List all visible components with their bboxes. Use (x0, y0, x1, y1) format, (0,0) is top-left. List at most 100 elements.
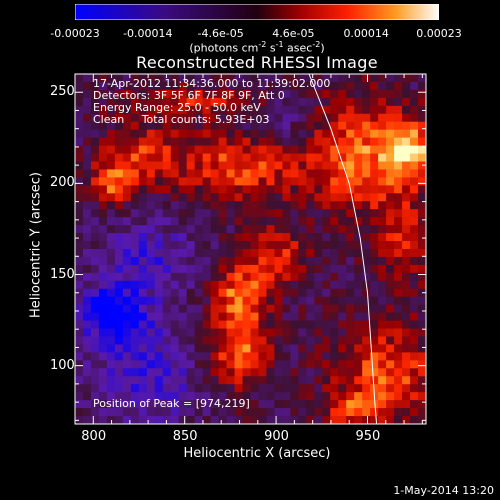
heatmap-cell (178, 280, 188, 290)
heatmap-cell (138, 296, 148, 306)
heatmap-cell (386, 185, 395, 194)
heatmap-cell (122, 217, 132, 226)
heatmap-cell (338, 169, 347, 178)
heatmap-cell (410, 272, 419, 282)
heatmap-cell (418, 312, 427, 322)
heatmap-cell (322, 153, 331, 162)
heatmap-cell (258, 81, 267, 91)
heatmap-cell (306, 169, 315, 178)
heatmap-cell (346, 288, 355, 298)
heatmap-cell (250, 233, 259, 242)
heatmap-cell (234, 209, 244, 218)
heatmap-cell (122, 169, 132, 178)
heatmap-cell (346, 81, 355, 91)
heatmap-cell (250, 304, 259, 314)
heatmap-cell (75, 241, 84, 250)
heatmap-cell (122, 296, 132, 306)
heatmap-cell (362, 296, 371, 306)
heatmap-cell (114, 121, 124, 131)
heatmap-cell (418, 320, 427, 330)
heatmap-cell (306, 280, 315, 290)
heatmap-cell (362, 185, 371, 194)
heatmap-cell (362, 416, 371, 425)
x-tick-label: 950 (355, 429, 381, 444)
heatmap-cell (114, 249, 124, 258)
heatmap-cell (418, 89, 427, 99)
heatmap-cell (362, 320, 371, 330)
heatmap-cell (226, 129, 236, 139)
heatmap-cell (114, 177, 124, 186)
heatmap-cell (290, 169, 299, 178)
heatmap-cell (274, 201, 283, 210)
heatmap-cell (378, 209, 387, 218)
heatmap-cell (266, 121, 275, 131)
heatmap-cell (346, 121, 355, 131)
heatmap-cell (178, 81, 188, 91)
heatmap-cell (274, 376, 283, 385)
heatmap-cell (314, 336, 323, 345)
heatmap-cell (386, 288, 395, 298)
heatmap-cell (162, 161, 172, 170)
heatmap-cell (354, 296, 363, 306)
heatmap-cell (386, 105, 395, 115)
heatmap-cell (82, 304, 92, 314)
heatmap-cell (114, 89, 124, 99)
heatmap-cell (218, 145, 228, 155)
heatmap-cell (274, 304, 283, 314)
heatmap-cell (346, 169, 355, 178)
heatmap-cell (386, 137, 395, 147)
heatmap-cell (186, 81, 196, 91)
heatmap-cell (386, 81, 395, 91)
heatmap-cell (290, 89, 299, 99)
heatmap-cell (98, 312, 108, 322)
y-axis-label: Heliocentric Y (arcsec) (28, 172, 44, 318)
heatmap-cell (354, 400, 363, 409)
heatmap-cell (386, 272, 395, 282)
heatmap-cell (146, 233, 156, 242)
heatmap-cell (282, 105, 291, 115)
chart-title: Reconstructed RHESSI Image (136, 53, 378, 72)
heatmap-cell (322, 193, 331, 202)
heatmap-cell (146, 416, 156, 425)
heatmap-cell (138, 161, 148, 170)
heatmap-cell (114, 360, 124, 369)
heatmap-cell (154, 225, 164, 234)
heatmap-cell (250, 400, 259, 409)
heatmap-cell (418, 408, 427, 417)
heatmap-cell (330, 336, 339, 345)
heatmap-cell (186, 209, 196, 218)
heatmap-cell (154, 368, 164, 377)
heatmap-cell (410, 304, 419, 314)
heatmap-cell (378, 81, 387, 91)
heatmap-cell (322, 280, 331, 290)
heatmap-cell (146, 97, 156, 107)
heatmap-cell (106, 368, 116, 377)
heatmap-cell (410, 225, 419, 234)
heatmap-cell (386, 384, 395, 393)
heatmap-cell (138, 105, 148, 115)
heatmap-cell (306, 368, 315, 377)
heatmap-cell (75, 137, 84, 147)
heatmap-cell (282, 344, 291, 353)
heatmap-cell (130, 225, 140, 234)
heatmap-cell (130, 161, 140, 170)
heatmap-cell (290, 352, 299, 361)
heatmap-cell (410, 81, 419, 91)
heatmap-cell (410, 161, 419, 170)
heatmap-cell (394, 416, 403, 425)
heatmap-cell (202, 121, 212, 131)
heatmap-cell (234, 352, 244, 361)
heatmap-cell (114, 296, 124, 306)
heatmap-cell (322, 408, 331, 417)
heatmap-cell (234, 336, 244, 345)
heatmap-cell (258, 408, 267, 417)
heatmap-cell (282, 312, 291, 322)
heatmap-cell (178, 312, 188, 322)
heatmap-cell (106, 360, 116, 369)
heatmap-cell (354, 177, 363, 186)
heatmap-cell (386, 376, 395, 385)
heatmap-cell (75, 400, 84, 409)
heatmap-cell (106, 256, 116, 266)
heatmap-cell (330, 209, 339, 218)
heatmap-cell (202, 376, 212, 385)
